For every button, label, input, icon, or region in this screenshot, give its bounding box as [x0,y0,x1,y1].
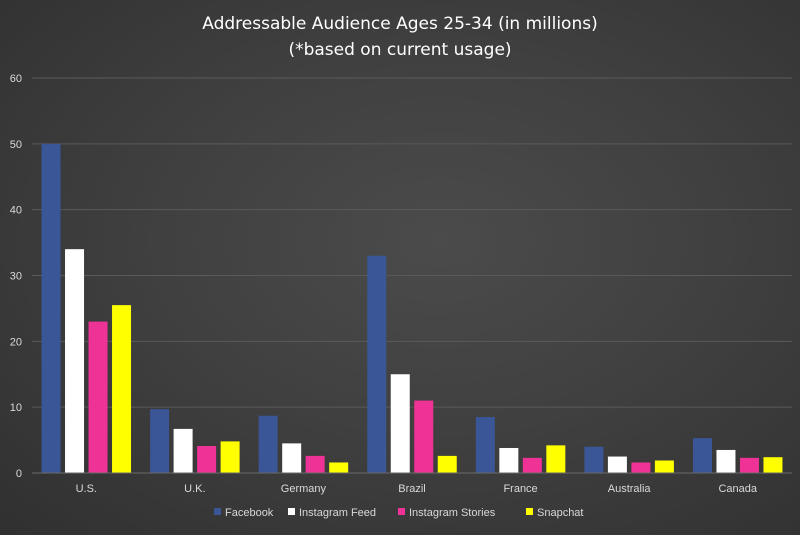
bar [414,400,434,473]
y-tick-label: 40 [10,205,22,217]
legend-label: Snapchat [537,507,583,519]
x-tick-label: U.S. [76,483,97,495]
legend-label: Instagram Feed [299,507,376,519]
bar [546,445,566,473]
bar [739,457,759,473]
bar [220,441,240,473]
axes: 0 10 20 30 40 50 60 U.S. U.K. Germany Brazil France… [10,73,792,495]
x-tick-label: Australia [608,483,652,495]
bar [282,443,302,473]
bar [654,460,674,473]
bar [258,415,278,473]
bar [305,455,325,473]
bar [522,457,542,473]
x-tick-label: Canada [718,483,757,495]
bar [716,449,736,473]
x-tick-label: France [503,483,537,495]
bar [41,143,61,474]
bar [367,255,387,473]
x-tick-label: U.K. [184,483,205,495]
bar [437,455,457,473]
legend-swatch [398,508,405,515]
bar [112,305,132,473]
bars [41,143,783,474]
bar [607,456,627,473]
bar [150,409,170,473]
legend-label: Instagram Stories [409,507,496,519]
bar [584,446,604,473]
y-tick-label: 60 [10,73,22,85]
bar [88,321,108,473]
bar [329,462,349,473]
y-tick-label: 30 [10,271,22,283]
bar [763,457,783,473]
bar [631,462,651,473]
bar [173,428,193,473]
bar [65,249,85,473]
bar [390,374,410,473]
bar [499,447,519,473]
legend-label: Facebook [225,507,274,519]
legend-swatch [526,508,533,515]
chart-subtitle: (*based on current usage) [288,40,511,60]
y-tick-label: 0 [16,468,22,480]
x-tick-label: Germany [281,483,327,495]
chart-title: Addressable Audience Ages 25-34 (in mill… [202,14,597,34]
legend-swatch [288,508,295,515]
bar [197,446,217,473]
y-tick-label: 20 [10,336,22,348]
y-tick-label: 50 [10,139,22,151]
y-tick-label: 10 [10,402,22,414]
bar [692,438,712,473]
x-tick-label: Brazil [398,483,426,495]
legend: Facebook Instagram Feed Instagram Stories S… [214,507,583,519]
bar [475,417,495,473]
legend-swatch [214,508,221,515]
gridlines [32,77,792,408]
